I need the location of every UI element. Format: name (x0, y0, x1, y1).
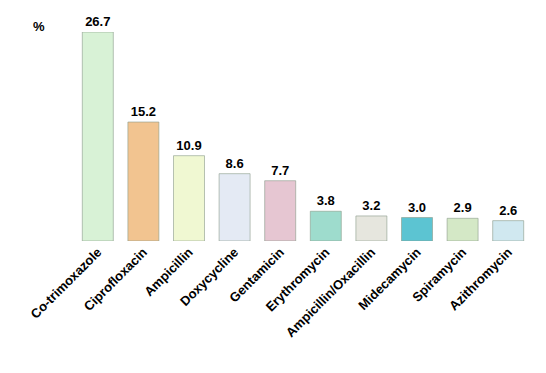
svg-text:2.9: 2.9 (454, 200, 472, 215)
svg-text:15.2: 15.2 (131, 104, 156, 119)
svg-text:8.6: 8.6 (226, 156, 244, 171)
svg-text:Midecamycin: Midecamycin (355, 245, 423, 313)
svg-text:Ampicillin/Oxacillin: Ampicillin/Oxacillin (283, 245, 378, 340)
svg-text:3.8: 3.8 (317, 193, 335, 208)
svg-text:Gentamicin: Gentamicin (226, 245, 287, 306)
svg-text:3.2: 3.2 (362, 198, 380, 213)
svg-text:7.7: 7.7 (271, 163, 289, 178)
svg-text:Spiramycin: Spiramycin (409, 245, 469, 305)
svg-text:%: % (33, 19, 45, 34)
svg-text:10.9: 10.9 (176, 138, 201, 153)
svg-text:Azithromycin: Azithromycin (446, 245, 515, 314)
svg-text:Ciprofloxacin: Ciprofloxacin (81, 245, 150, 314)
svg-text:Ampicillin: Ampicillin (141, 245, 196, 300)
svg-text:26.7: 26.7 (85, 14, 110, 29)
svg-text:Doxycycline: Doxycycline (177, 245, 241, 309)
svg-text:2.6: 2.6 (499, 203, 517, 218)
svg-text:3.0: 3.0 (408, 200, 426, 215)
svg-text:Erythromycin: Erythromycin (263, 245, 333, 315)
svg-text:Co-trimoxazole: Co-trimoxazole (28, 245, 105, 322)
